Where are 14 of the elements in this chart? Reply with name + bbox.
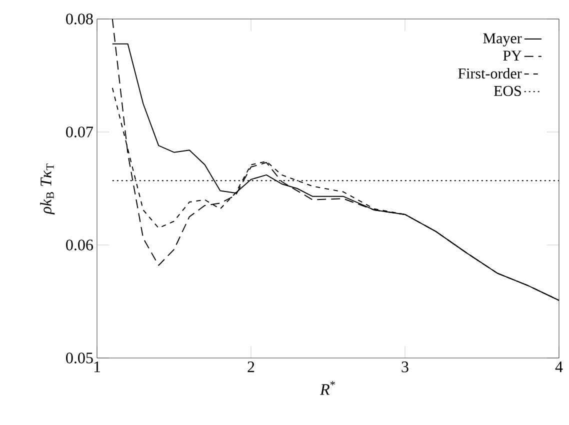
x-tick-label: 4 (555, 362, 563, 372)
y-tick-label: 0.07 (66, 126, 94, 138)
x-tick-label: 1 (94, 362, 100, 372)
y-tick-label: 0.08 (66, 14, 93, 24)
legend-label: PY (503, 50, 522, 61)
x-tick-label: 3 (402, 362, 408, 372)
y-tick-label: 0.06 (66, 240, 93, 250)
legend-label: First-order (458, 68, 522, 79)
legend-label: EOS (494, 86, 521, 96)
x-axis-title: R$^{*}$ (320, 381, 335, 395)
y-axis-title: ρk$_{B}$ Tκ$_{T}$ (40, 164, 55, 214)
legend-label: Mayer (483, 33, 522, 46)
x-tick-label: 2 (248, 362, 254, 372)
y-tick-label: 0.05 (66, 352, 93, 364)
